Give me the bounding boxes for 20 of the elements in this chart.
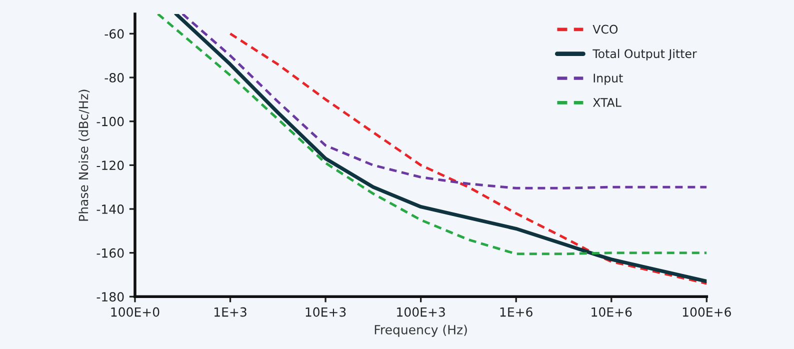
x-axis-title: Frequency (Hz) (374, 324, 467, 337)
legend-label: Input (594, 74, 623, 85)
x-tick-label: 100E+0 (111, 307, 160, 317)
y-tick-label: -140 (96, 204, 124, 214)
x-tick-label: 1E+3 (214, 307, 246, 317)
y-tick-label: -180 (96, 292, 124, 302)
y-tick-label: -60 (104, 29, 124, 39)
x-tick-label: 100E+3 (397, 307, 445, 317)
y-tick-label: -80 (104, 72, 124, 82)
x-tick-label: 1E+6 (500, 307, 532, 317)
legend-label: VCO (592, 24, 618, 34)
legend-label: XTAL (592, 98, 622, 107)
x-tick-label: 100E+6 (682, 307, 731, 317)
x-tick-label: 10E+6 (592, 307, 632, 317)
y-tick-label: -100 (96, 116, 124, 126)
legend-label: Total Output Jitter (592, 48, 697, 60)
y-tick-label: -160 (96, 248, 124, 258)
x-tick-label: 10E+3 (306, 307, 346, 317)
y-tick-label: -120 (96, 160, 124, 170)
y-axis-title: Phase Noise (dBc/Hz) (78, 90, 90, 221)
